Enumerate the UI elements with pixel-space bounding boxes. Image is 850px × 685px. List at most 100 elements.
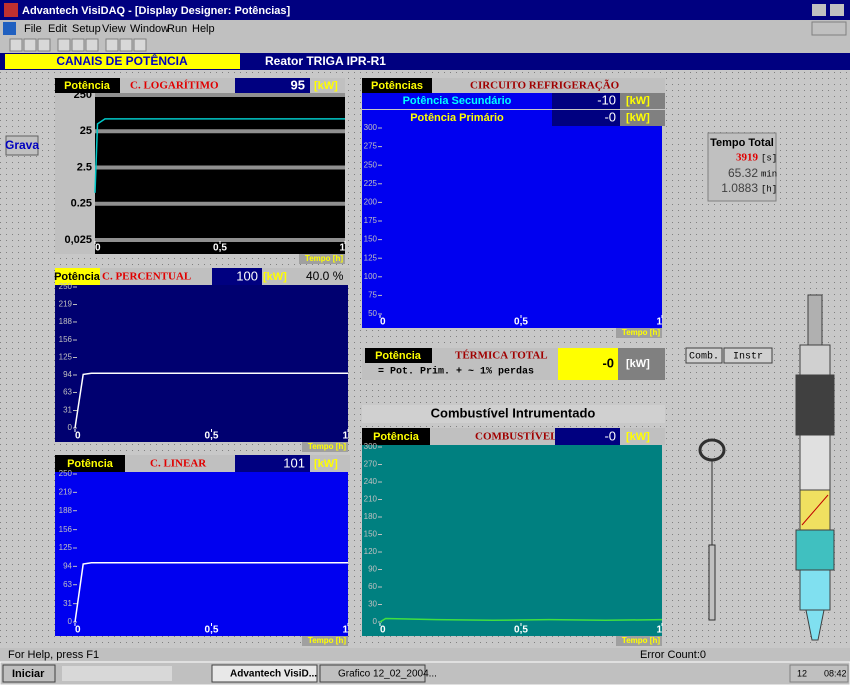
formula: = Pot. Prim. + ~ 1% perdas [378, 366, 534, 378]
unit: [kW] [626, 358, 650, 370]
unit-box [618, 348, 665, 380]
y-tick-label: 60 [368, 582, 377, 591]
value-box [558, 348, 618, 380]
y-tick-label: 0 [373, 617, 378, 626]
x-tick-label: 0,5 [514, 317, 528, 328]
close-button[interactable] [830, 4, 844, 16]
task-button[interactable] [211, 664, 318, 683]
y-tick-label: 250 [59, 282, 73, 291]
readout: 95 [291, 77, 305, 92]
title-bar [0, 0, 850, 20]
tempo-title: Tempo Total [710, 137, 774, 149]
plot-area [75, 287, 348, 442]
toolbar-buttons [9, 38, 147, 52]
trace [74, 372, 348, 429]
y-tick-label: 156 [59, 525, 73, 534]
y-tick-label: 100 [364, 272, 378, 281]
task-label[interactable]: Grafico 12_02_2004... [338, 669, 437, 680]
tempo-unit: [s] [761, 153, 777, 163]
y-tick-label: 150 [364, 530, 378, 539]
unit: [kW] [626, 431, 650, 443]
panel-header [55, 268, 350, 285]
readout: 100 [236, 268, 258, 283]
y-tick-label: 188 [59, 506, 73, 515]
menu-item[interactable]: Window [130, 23, 169, 35]
quick-launch[interactable] [62, 666, 172, 681]
y-tick-label: 156 [59, 335, 73, 344]
button-label[interactable]: Comb. [689, 351, 719, 363]
thermocouple-drawing [698, 438, 726, 621]
xlabel-box [616, 328, 662, 338]
label-box [365, 348, 432, 363]
readout: -0 [604, 109, 616, 124]
x-tick-label: 0 [95, 243, 101, 254]
label-box [362, 428, 430, 445]
menu-item[interactable]: Setup [72, 23, 101, 35]
app-icon [4, 3, 18, 17]
menu-item[interactable]: Help [192, 23, 215, 35]
y-tick-label: 300 [364, 442, 378, 451]
x-tick-label: 0 [75, 625, 81, 636]
task-button[interactable] [319, 664, 426, 683]
x-tick-label: 1 [656, 317, 662, 328]
tempo-box [707, 132, 777, 202]
task-label[interactable]: Advantech VisiD... [230, 669, 317, 680]
readout: -10 [597, 92, 616, 107]
grava-label[interactable]: Grava [5, 138, 39, 152]
y-tick-label: 200 [364, 198, 378, 207]
trace [94, 118, 345, 193]
y-tick-label: 219 [59, 300, 73, 309]
toolbar [0, 37, 850, 53]
y-tick-label: 210 [364, 495, 378, 504]
menu-item[interactable]: View [102, 23, 126, 35]
readout: 101 [283, 455, 305, 470]
y-tick-label: 240 [364, 477, 378, 486]
reactor-title: Reator TRIGA IPR-R1 [265, 54, 386, 68]
menu-item[interactable]: Run [167, 23, 187, 35]
menu-item[interactable]: Edit [48, 23, 67, 35]
y-tick-label: 0 [68, 423, 73, 432]
channel-name: C. LINEAR [150, 458, 207, 470]
button-label[interactable]: Instr [733, 352, 763, 363]
start-label[interactable]: Iniciar [12, 668, 45, 680]
percent-readout: 40.0 % [306, 269, 344, 283]
y-tick-label: 250 [364, 160, 378, 169]
plot-area [75, 474, 348, 636]
comb-button[interactable] [685, 347, 723, 364]
unit: [kW] [314, 80, 338, 92]
start-button[interactable] [2, 664, 56, 683]
y-tick-label: 31 [63, 406, 72, 415]
y-tick-label: 0.25 [71, 198, 92, 210]
panel-label: Potência [67, 458, 114, 470]
section-bar [362, 405, 665, 423]
y-tick-label: 270 [364, 460, 378, 469]
panel-subtitle: CIRCUITO REFRIGERAÇÃO [470, 80, 620, 92]
unit-box [620, 110, 665, 126]
value-box [552, 110, 620, 126]
y-tick-label: 90 [368, 565, 377, 574]
mdi-buttons[interactable] [811, 21, 847, 36]
status-errors: Error Count:0 [640, 649, 706, 661]
y-tick-label: 300 [364, 123, 378, 132]
section-title: Combustível Intrumentado [431, 405, 596, 420]
label-box [55, 78, 120, 93]
tempo-value: 1.0883 [721, 181, 758, 195]
xlabel-box [299, 254, 345, 264]
instr-button[interactable] [723, 347, 773, 364]
clock: 08:42 [824, 668, 847, 678]
status-bar [0, 648, 850, 662]
minimize-button[interactable] [812, 4, 826, 16]
menu-item[interactable]: File [24, 23, 42, 35]
grava-button[interactable] [5, 135, 39, 156]
x-axis-label: Tempo [h] [308, 636, 346, 645]
x-tick-label: 0 [75, 431, 81, 442]
xlabel-box [616, 636, 662, 646]
row-name: Potência Secundário [403, 95, 512, 107]
tempo-unit: [h] [761, 184, 777, 194]
status-help: For Help, press F1 [8, 649, 99, 661]
y-tick-label: 63 [63, 388, 72, 397]
tray [789, 664, 849, 683]
panel-label: Potência [54, 271, 101, 283]
